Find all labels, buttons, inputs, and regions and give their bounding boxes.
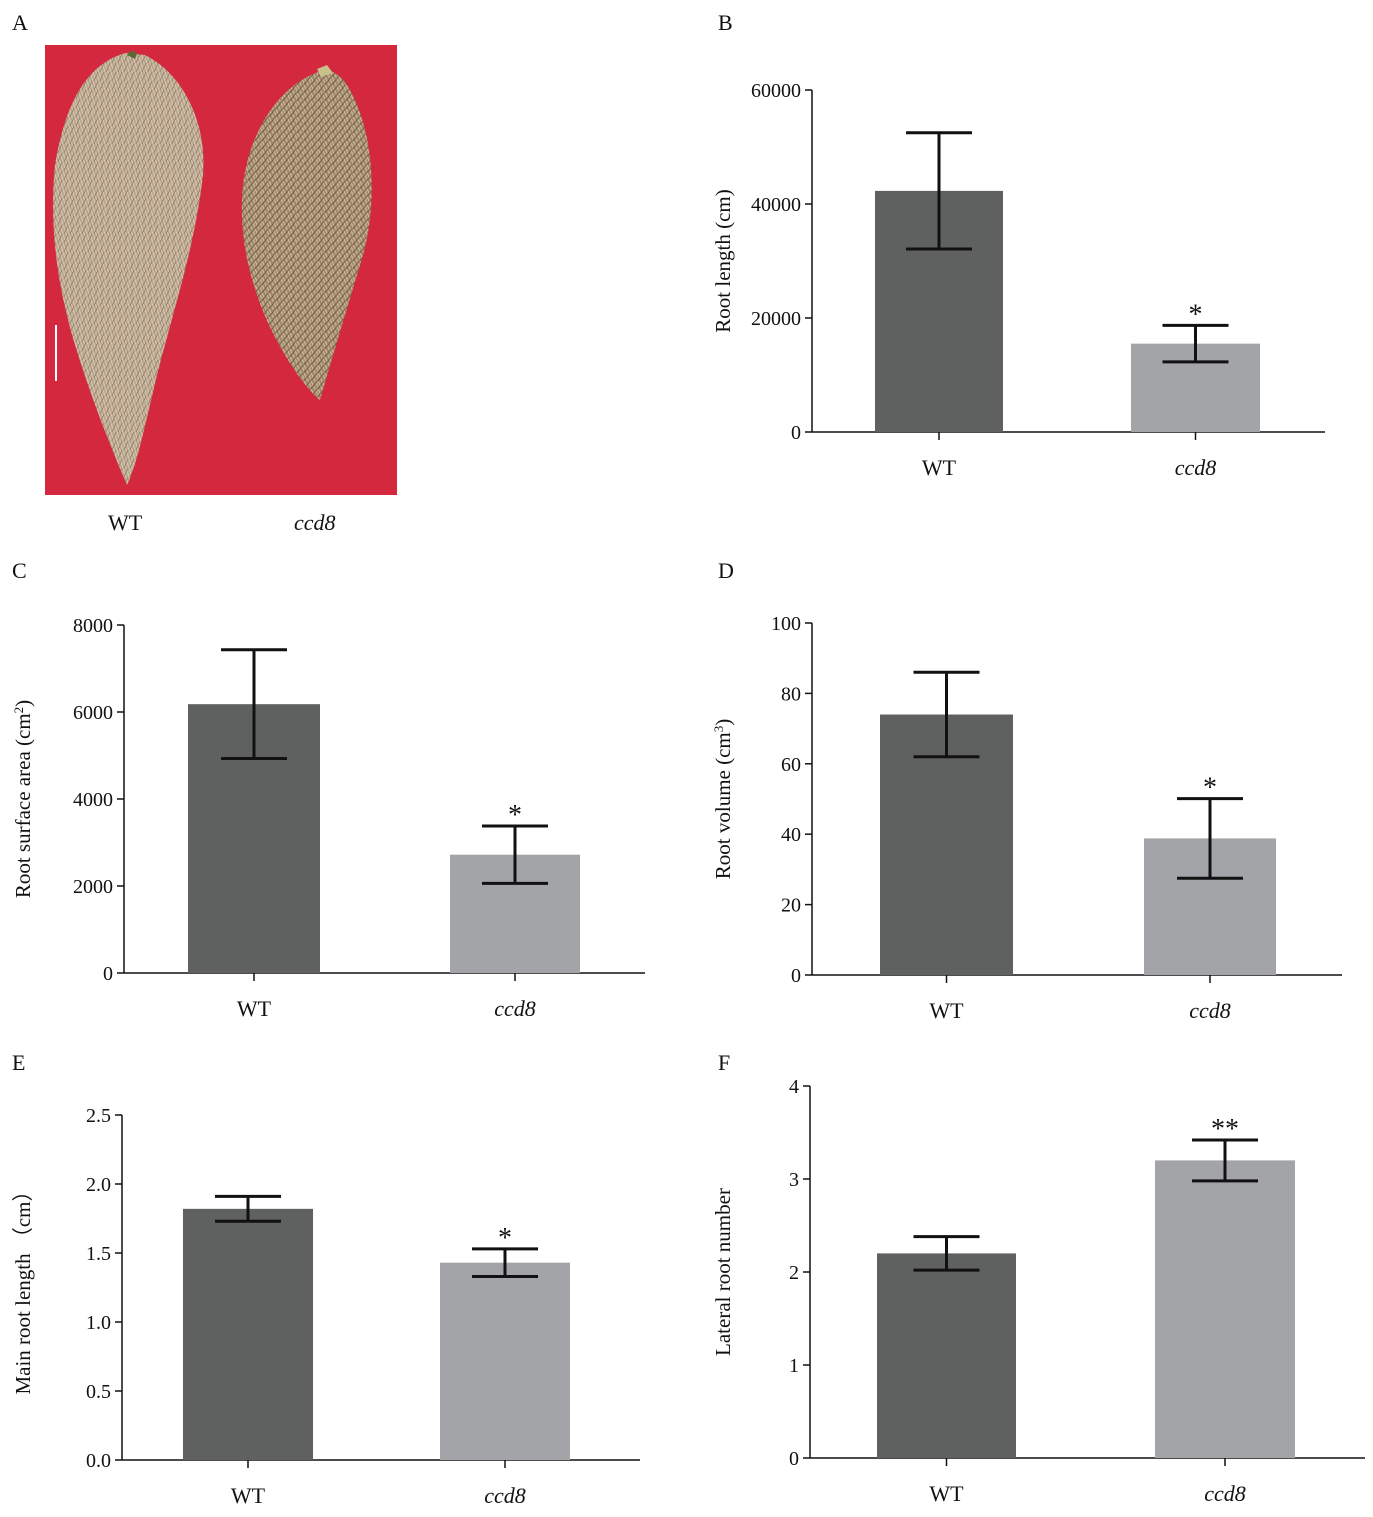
y-tick-label: 60 [781,754,801,776]
y-tick-label: 60000 [751,80,801,102]
chart-root-surface-area: 0 2000 4000 6000 8000 Root surface area (cm2)… [11,615,645,1021]
y-tick-label: 3 [789,1169,799,1191]
bar-ccd8 [1155,1160,1295,1458]
y-tick-label: 0 [103,963,113,985]
y-axis-label: Main root length （cm） [11,1180,35,1394]
significance-marker: ** [1211,1114,1239,1145]
ccd8-root-mass [241,70,372,400]
bar-wt [877,1253,1016,1458]
x-tick-label-ccd8: ccd8 [494,996,536,1021]
bar-wt [183,1208,313,1460]
y-axis-label: Root surface area (cm2) [11,700,36,898]
y-tick-label: 8000 [73,615,113,637]
y-tick-label: 0 [789,1448,799,1470]
root-photo-drawing [53,51,372,485]
x-tick-label-wt: WT [231,1483,266,1508]
y-tick-label: 1 [789,1355,799,1377]
x-tick-label-wt: WT [922,455,957,480]
panel-label-d: D [718,558,734,583]
significance-marker: * [508,800,522,831]
y-tick-label: 4 [789,1076,799,1098]
significance-marker: * [498,1223,512,1254]
bar-ccd8 [440,1262,570,1460]
y-tick-label: 1.0 [86,1312,111,1334]
y-tick-label: 40000 [751,194,801,216]
panel-label-f: F [718,1050,731,1075]
x-tick-label-ccd8: ccd8 [1175,455,1217,480]
significance-marker: * [1203,773,1217,804]
panel-label-a: A [12,10,28,35]
y-tick-label: 0.0 [86,1450,111,1472]
panel-label-b: B [718,10,733,35]
y-tick-label: 80 [781,683,801,705]
x-tick-label-ccd8: ccd8 [1204,1481,1246,1506]
y-tick-label: 2.0 [86,1174,111,1196]
panel-label-e: E [12,1050,26,1075]
wt-root-mass [53,53,204,485]
x-tick-label-ccd8: ccd8 [1189,998,1231,1023]
x-tick-label-wt: WT [929,998,964,1023]
root-photo [45,45,397,495]
chart-lateral-root-number: 0 1 2 3 4 Lateral root number WT ** ccd8 [711,1076,1365,1506]
y-tick-label: 2.5 [86,1105,111,1127]
panel-label-c: C [12,558,27,583]
y-tick-label: 1.5 [86,1243,111,1265]
y-tick-label: 6000 [73,702,113,724]
y-axis-label: Root length (cm) [711,189,735,332]
y-tick-label: 40 [781,824,801,846]
chart-root-length: 0 20000 40000 60000 Root length (cm) WT * ccd8 [711,80,1325,480]
y-tick-label: 0 [791,422,801,444]
y-axis-label: Lateral root number [711,1188,735,1356]
photo-label-wt: WT [108,510,143,535]
y-tick-label: 100 [771,613,801,635]
y-tick-label: 0.5 [86,1381,111,1403]
y-tick-label: 2000 [73,876,113,898]
y-tick-label: 4000 [73,789,113,811]
x-tick-label-wt: WT [237,996,272,1021]
chart-root-volume: 0 20 40 60 80 100 Root volume (cm3) WT * ccd8 [711,613,1342,1023]
chart-main-root-length: 0.0 0.5 1.0 1.5 2.0 2.5 Main root length （cm） W… [11,1105,640,1508]
y-tick-label: 2 [789,1262,799,1284]
y-tick-label: 20000 [751,308,801,330]
x-tick-label-ccd8: ccd8 [484,1483,526,1508]
photo-label-ccd8: ccd8 [294,510,336,535]
y-tick-label: 0 [791,965,801,987]
y-axis-label: Root volume (cm3) [711,719,736,879]
x-tick-label-wt: WT [929,1481,964,1506]
significance-marker: * [1189,299,1203,330]
y-tick-label: 20 [781,895,801,917]
